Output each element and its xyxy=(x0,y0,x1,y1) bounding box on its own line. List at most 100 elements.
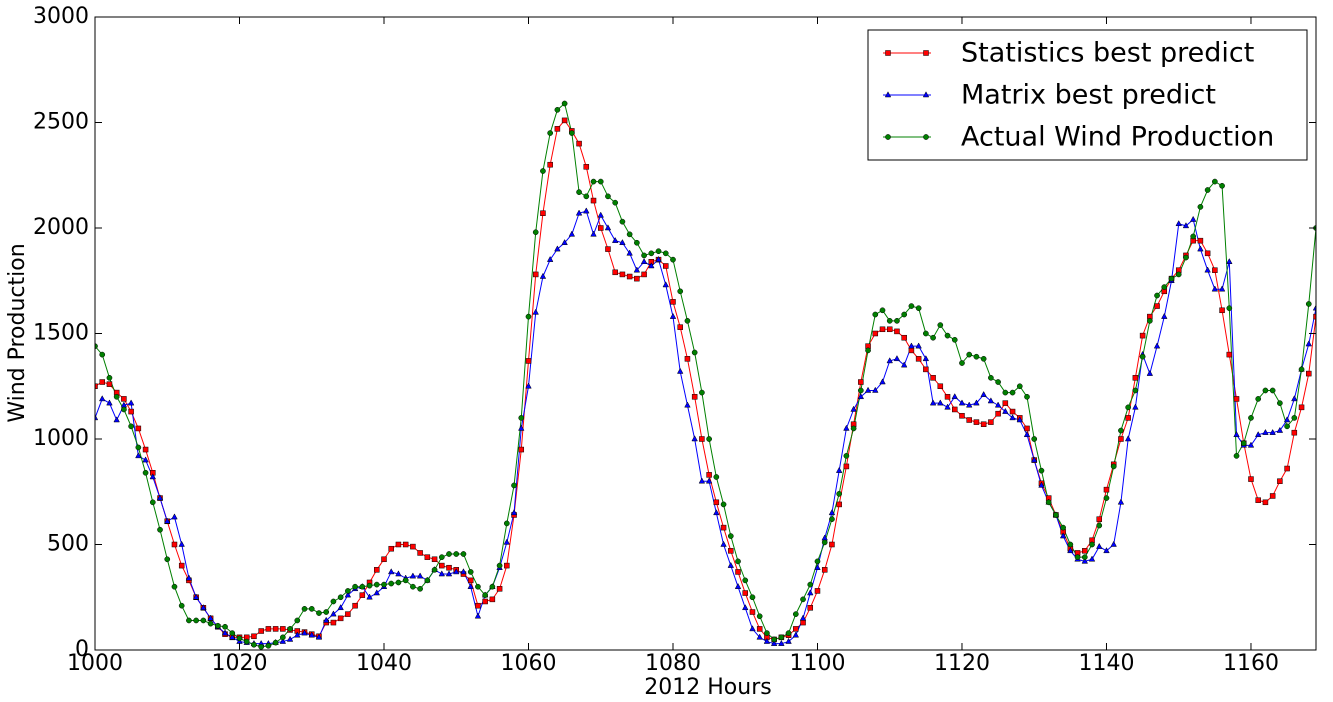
marker-circle xyxy=(634,239,640,246)
marker-circle xyxy=(258,643,265,650)
marker-square xyxy=(345,611,351,617)
marker-triangle xyxy=(583,207,590,214)
marker-square xyxy=(699,436,705,442)
marker-circle xyxy=(886,317,893,324)
marker-triangle xyxy=(1059,532,1067,539)
marker-triangle xyxy=(778,639,785,646)
marker-triangle xyxy=(1016,416,1023,423)
marker-circle xyxy=(1161,284,1168,290)
marker-triangle xyxy=(395,570,402,577)
marker-triangle xyxy=(1305,340,1312,347)
marker-triangle xyxy=(575,209,583,216)
marker-square xyxy=(1233,396,1240,402)
marker-square xyxy=(265,626,272,632)
marker-circle xyxy=(540,168,546,174)
marker-triangle xyxy=(192,593,200,600)
marker-square xyxy=(1082,548,1088,554)
marker-triangle xyxy=(662,281,669,288)
marker-circle xyxy=(532,229,539,236)
marker-triangle xyxy=(1211,285,1219,292)
marker-circle xyxy=(489,583,496,590)
marker-triangle xyxy=(922,355,930,362)
marker-square xyxy=(988,419,994,425)
marker-square xyxy=(677,324,683,330)
marker-triangle xyxy=(691,435,698,442)
marker-triangle xyxy=(857,393,865,400)
marker-square xyxy=(106,381,113,387)
marker-circle xyxy=(973,353,980,360)
marker-square xyxy=(879,326,886,333)
marker-square xyxy=(1002,400,1009,406)
marker-triangle xyxy=(648,262,655,269)
marker-circle xyxy=(251,641,257,648)
x-axis-label: 2012 Hours xyxy=(644,675,771,700)
marker-square xyxy=(1132,375,1139,381)
marker-circle xyxy=(171,583,178,590)
marker-circle xyxy=(699,389,705,396)
marker-circle xyxy=(417,585,423,592)
marker-triangle xyxy=(135,452,142,459)
marker-square xyxy=(836,501,842,508)
marker-square xyxy=(800,619,806,626)
marker-circle xyxy=(662,250,669,257)
marker-square xyxy=(337,615,344,622)
marker-circle xyxy=(294,617,301,624)
marker-circle xyxy=(749,594,756,601)
marker-triangle xyxy=(554,245,561,252)
marker-triangle xyxy=(1023,431,1031,438)
marker-circle xyxy=(135,444,142,451)
marker-square xyxy=(467,577,474,584)
marker-circle xyxy=(590,178,597,185)
marker-triangle xyxy=(698,477,706,484)
marker-square xyxy=(829,541,835,548)
marker-square xyxy=(251,633,257,640)
marker-circle xyxy=(453,551,460,557)
marker-triangle xyxy=(734,582,742,589)
marker-square xyxy=(446,564,452,571)
marker-triangle xyxy=(99,395,106,402)
marker-triangle xyxy=(438,570,446,577)
marker-square xyxy=(381,556,387,563)
marker-triangle xyxy=(95,414,99,421)
marker-circle xyxy=(388,580,395,587)
marker-triangle xyxy=(322,616,330,623)
marker-circle xyxy=(547,130,554,136)
legend-label: Matrix best predict xyxy=(961,80,1216,111)
marker-triangle xyxy=(1117,498,1125,505)
marker-triangle xyxy=(503,538,511,545)
legend-label: Statistics best predict xyxy=(961,38,1254,69)
marker-circle xyxy=(1212,178,1218,185)
marker-triangle xyxy=(1254,431,1262,438)
marker-circle xyxy=(200,617,207,624)
marker-triangle xyxy=(286,635,294,642)
marker-circle xyxy=(460,551,467,557)
marker-square xyxy=(1009,408,1016,415)
marker-circle xyxy=(843,453,850,459)
marker-square xyxy=(793,626,799,632)
marker-triangle xyxy=(510,509,518,516)
marker-circle xyxy=(915,305,922,312)
marker-triangle xyxy=(893,355,901,362)
marker-square xyxy=(908,347,915,354)
marker-triangle xyxy=(1291,395,1298,402)
marker-square xyxy=(1125,415,1131,421)
marker-circle xyxy=(511,482,517,489)
marker-triangle xyxy=(539,272,547,279)
marker-square xyxy=(1204,250,1211,257)
marker-triangle xyxy=(1197,245,1204,252)
marker-triangle xyxy=(879,378,886,385)
x-tick-label: 1000 xyxy=(67,651,123,676)
marker-square xyxy=(1096,516,1103,522)
marker-square xyxy=(684,356,691,362)
marker-triangle xyxy=(308,631,315,638)
marker-triangle xyxy=(727,561,735,568)
marker-circle xyxy=(352,583,358,590)
marker-triangle xyxy=(106,399,113,406)
marker-triangle xyxy=(864,386,872,393)
marker-triangle xyxy=(1031,456,1038,463)
marker-circle xyxy=(648,250,655,257)
marker-circle xyxy=(923,330,929,337)
marker-square xyxy=(95,383,98,389)
marker-circle xyxy=(164,556,171,563)
marker-square xyxy=(843,463,850,470)
